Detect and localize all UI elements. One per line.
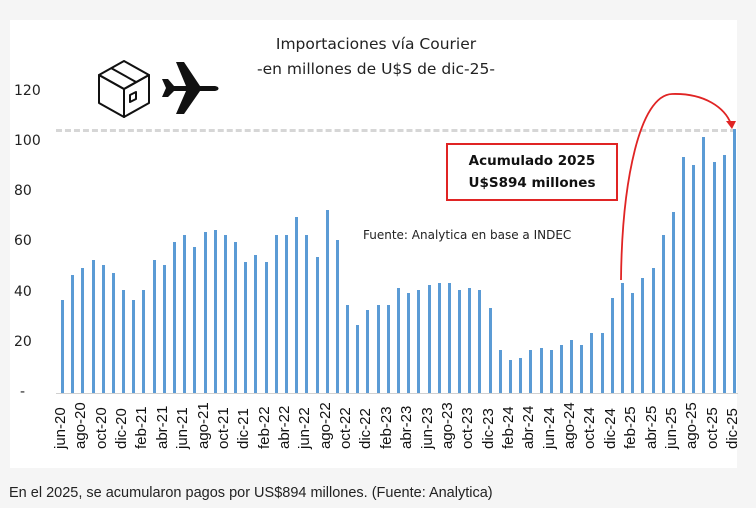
bar-jun-25 <box>671 212 675 393</box>
bar-jul-22 <box>315 257 319 393</box>
chart-title: Importaciones vía Courier <box>275 35 477 53</box>
chart-subtitle: -en millones de U$S de dic-25- <box>257 60 495 78</box>
bar-oct-25 <box>712 162 716 393</box>
bar-jun-24 <box>549 350 553 393</box>
bar-mar-24 <box>519 357 523 393</box>
bar-abr-21 <box>162 264 166 393</box>
y-tick-label: - <box>20 384 26 400</box>
bar-ene-24 <box>498 350 502 393</box>
bar-ago-24 <box>570 340 574 393</box>
bar-feb-25 <box>631 292 635 393</box>
bar-nov-22 <box>356 325 360 393</box>
package-box-icon <box>96 58 152 124</box>
bar-nov-25 <box>722 154 726 393</box>
bar-dic-23 <box>488 307 492 393</box>
bar-oct-21 <box>223 234 227 393</box>
bar-abr-22 <box>285 234 288 393</box>
bar-oct-24 <box>590 332 594 393</box>
bar-sep-25 <box>702 136 706 393</box>
reference-line <box>56 129 736 132</box>
bar-may-23 <box>417 290 421 393</box>
bar-dic-20 <box>122 290 126 393</box>
y-tick-label: 60 <box>14 233 32 250</box>
bar-ago-23 <box>447 282 451 393</box>
bar-mar-22 <box>274 234 278 393</box>
bar-dic-22 <box>366 310 370 393</box>
bar-sep-23 <box>458 290 462 393</box>
bar-jun-23 <box>427 285 431 393</box>
bar-mar-25 <box>641 277 645 393</box>
airplane-icon <box>160 60 222 120</box>
bar-dic-24 <box>610 297 614 393</box>
bar-may-24 <box>539 347 543 393</box>
annotation-line2: U$S894 millones <box>468 175 596 191</box>
bar-ene-22 <box>254 254 258 393</box>
bar-jul-24 <box>559 345 563 393</box>
bar-feb-24 <box>509 360 512 393</box>
bar-jun-22 <box>305 234 309 393</box>
bar-sep-22 <box>335 239 339 393</box>
y-tick-label: 120 <box>14 82 41 99</box>
bar-dic-21 <box>244 262 248 393</box>
bar-sep-21 <box>213 229 217 393</box>
bar-ene-23 <box>376 305 380 393</box>
bar-jun-21 <box>183 234 187 393</box>
bar-nov-20 <box>111 272 115 393</box>
bar-jul-23 <box>437 282 441 393</box>
y-tick-label: 20 <box>14 333 32 350</box>
bar-oct-23 <box>468 287 472 393</box>
source-note: Fuente: Analytica en base a INDEC <box>363 228 572 242</box>
bar-nov-21 <box>234 242 238 393</box>
bar-abr-25 <box>651 267 655 393</box>
bar-ago-25 <box>692 164 696 393</box>
bar-jul-25 <box>682 157 686 393</box>
bar-ago-20 <box>81 267 85 393</box>
x-axis-line <box>56 393 738 394</box>
bar-oct-20 <box>101 264 105 393</box>
bar-mar-21 <box>152 259 156 393</box>
bar-feb-23 <box>386 305 390 393</box>
image-caption: En el 2025, se acumularon pagos por US$8… <box>9 485 493 501</box>
annotation-box: Acumulado 2025 U$S894 millones <box>446 143 618 201</box>
bar-sep-20 <box>91 259 95 393</box>
bar-mar-23 <box>397 287 400 393</box>
bar-abr-23 <box>407 292 411 393</box>
bar-nov-24 <box>600 332 604 393</box>
bar-may-22 <box>295 217 299 393</box>
bar-ene-21 <box>132 300 136 393</box>
bar-nov-23 <box>478 290 482 393</box>
y-tick-label: 80 <box>14 183 32 200</box>
bar-feb-22 <box>264 262 268 393</box>
y-tick-label: 100 <box>14 133 41 149</box>
bar-feb-21 <box>142 290 146 393</box>
bar-jul-21 <box>193 247 197 393</box>
y-tick-label: 40 <box>14 283 32 300</box>
bar-ago-21 <box>203 232 207 393</box>
bar-oct-22 <box>346 305 350 393</box>
bar-abr-24 <box>529 350 533 393</box>
bar-jun-20 <box>61 300 64 393</box>
bar-may-25 <box>661 234 665 393</box>
bar-jul-20 <box>71 275 75 393</box>
bar-ene-25 <box>621 282 624 393</box>
annotation-line1: Acumulado 2025 <box>468 153 596 169</box>
bar-sep-24 <box>580 345 584 393</box>
bar-ago-22 <box>325 209 329 393</box>
bar-dic-25 <box>733 129 736 393</box>
bar-may-21 <box>173 242 176 393</box>
